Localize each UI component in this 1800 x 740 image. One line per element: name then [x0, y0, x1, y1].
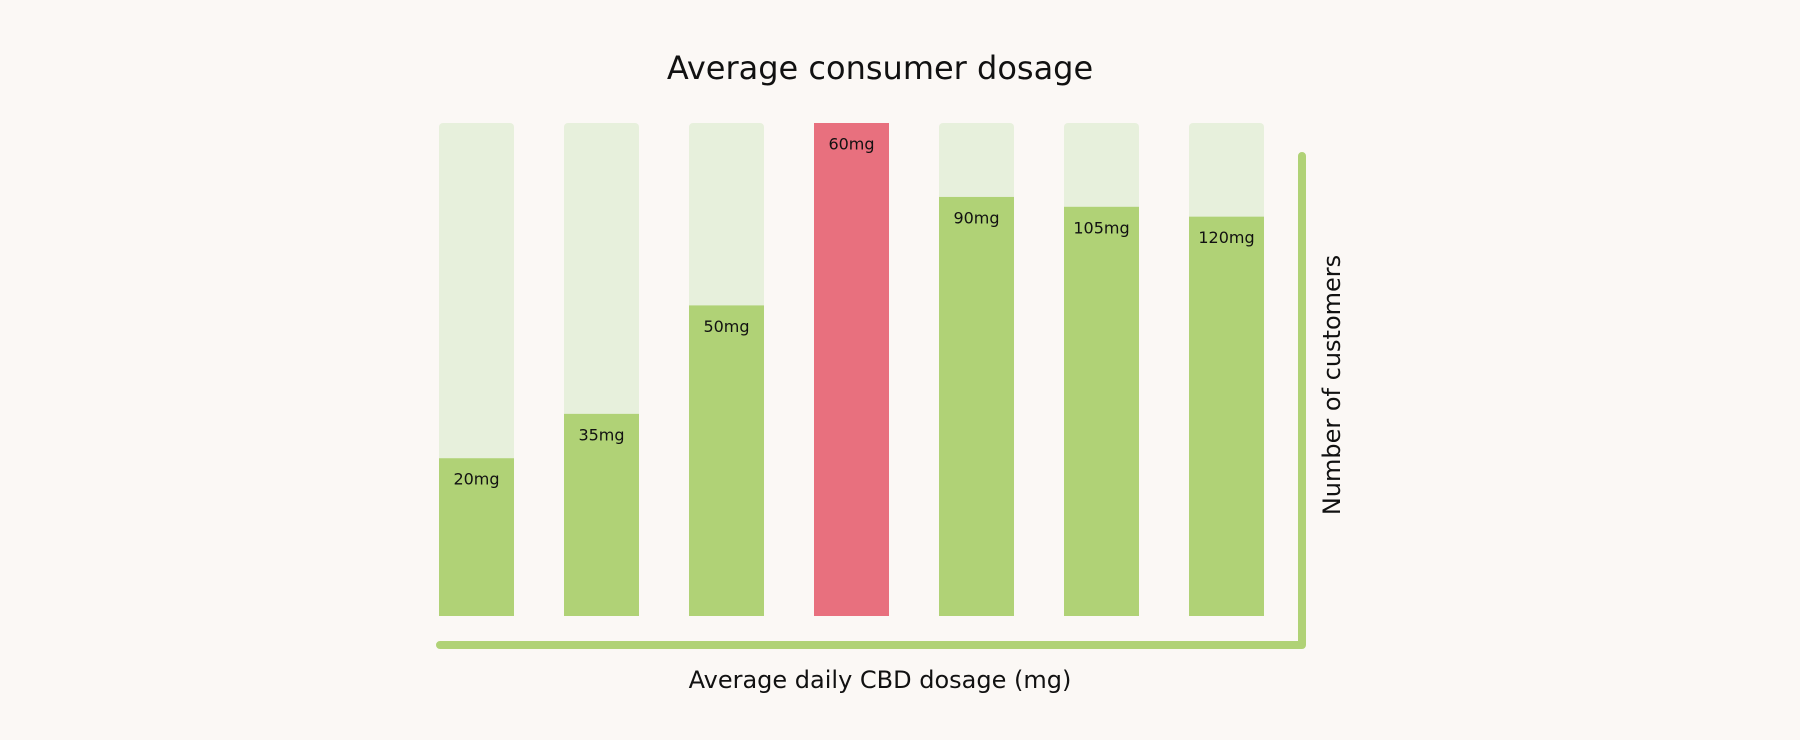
bar: [689, 305, 764, 616]
bar-category-label: 50mg: [703, 317, 749, 336]
axis-line: [436, 152, 1306, 649]
bar-category-label: 105mg: [1073, 218, 1129, 237]
bar: [564, 413, 639, 616]
bar-category-label: 60mg: [828, 135, 874, 154]
bar: [939, 196, 1014, 616]
bar: [814, 123, 889, 616]
y-axis-label: Number of customers: [1318, 255, 1346, 515]
bar: [1064, 206, 1139, 616]
bar-category-label: 20mg: [453, 470, 499, 489]
bar: [1189, 216, 1264, 617]
chart-title: Average consumer dosage: [667, 49, 1093, 87]
bar-category-label: 120mg: [1198, 228, 1254, 247]
bar: [439, 458, 514, 616]
bar-category-label: 35mg: [578, 425, 624, 444]
x-axis-label: Average daily CBD dosage (mg): [689, 666, 1072, 694]
bar-category-label: 90mg: [953, 208, 999, 227]
